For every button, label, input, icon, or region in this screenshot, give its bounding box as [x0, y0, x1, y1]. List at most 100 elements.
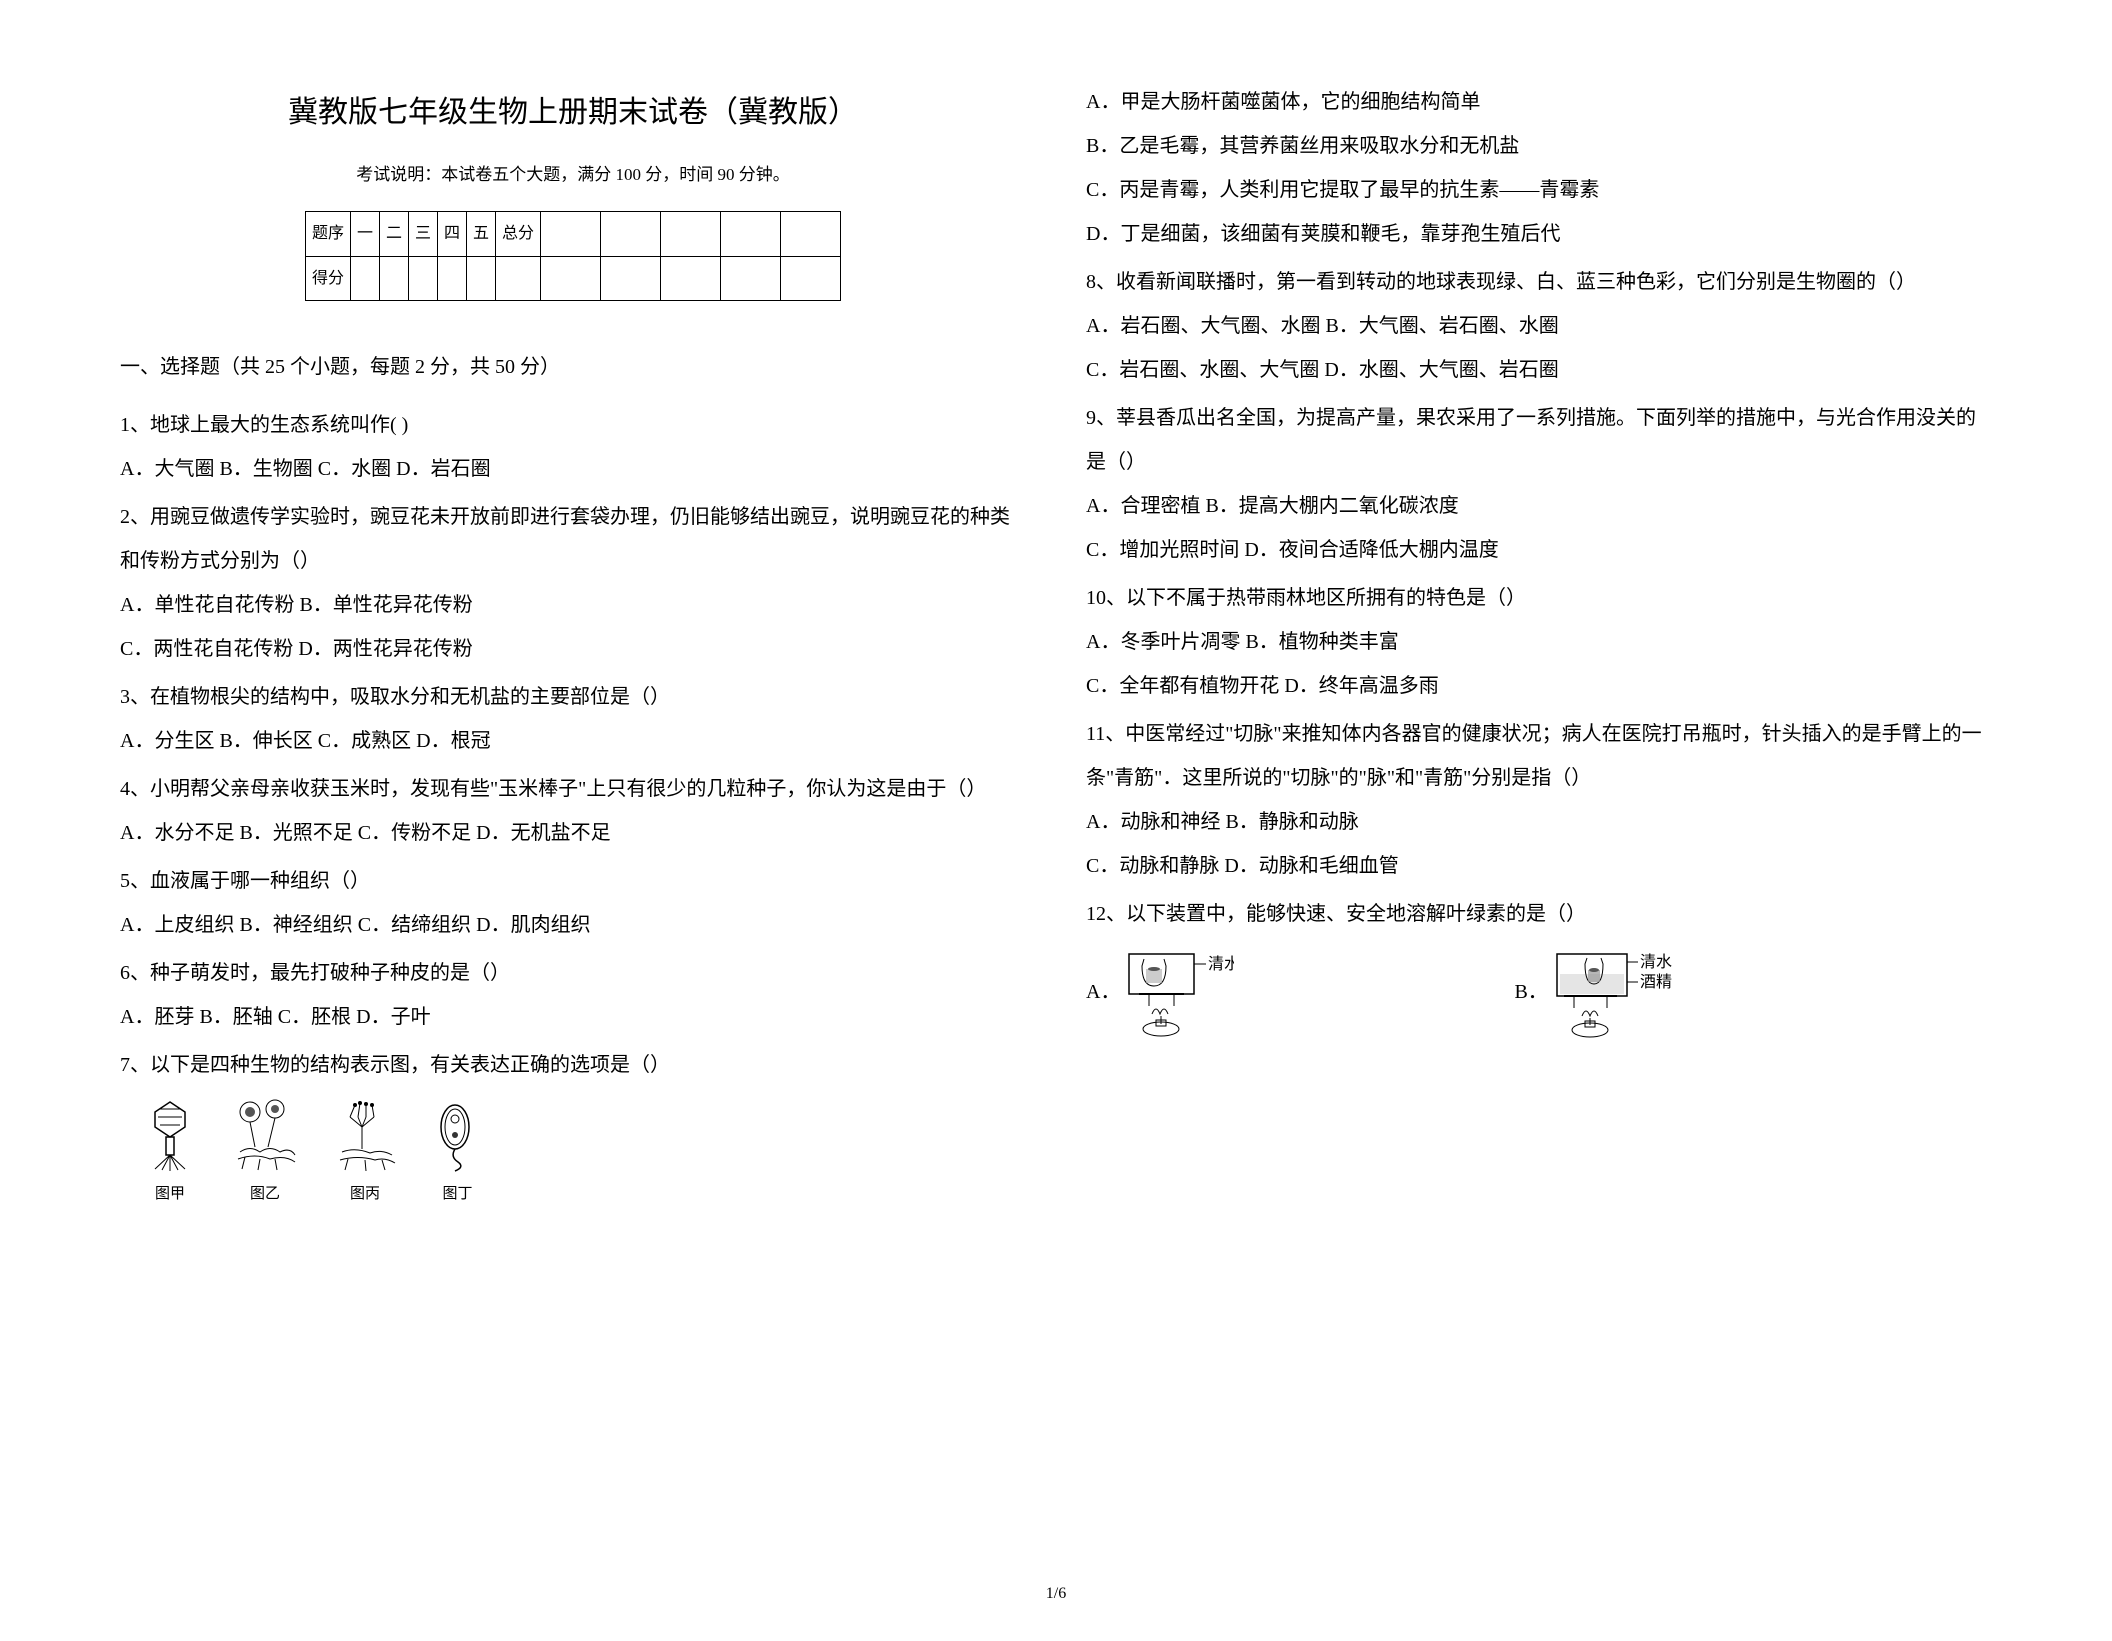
biology-figures: 图甲 图乙 — [140, 1097, 1026, 1211]
question-text: 2、用豌豆做遗传学实验时，豌豆花未开放前即进行套袋办理，仍旧能够结出豌豆，说明豌… — [120, 495, 1026, 583]
exam-title: 冀教版七年级生物上册期末试卷（冀教版） — [120, 80, 1026, 146]
q12-option-b: B． 清水 酒精 — [1514, 944, 1681, 1039]
table-row: 得分 — [305, 256, 840, 300]
question-options: C．两性花自花传粉 D．两性花异花传粉 — [120, 627, 1026, 671]
table-cell: 四 — [438, 212, 467, 256]
table-cell: 一 — [350, 212, 379, 256]
figure-label: 图丙 — [350, 1178, 380, 1211]
question-options: C．动脉和静脉 D．动脉和毛细血管 — [1086, 844, 1992, 888]
figure-label: 图乙 — [250, 1178, 280, 1211]
question-5: 5、血液属于哪一种组织（） A．上皮组织 B．神经组织 C．结缔组织 D．肌肉组… — [120, 859, 1026, 947]
table-cell-blank — [781, 212, 841, 256]
exam-subtitle: 考试说明：本试卷五个大题，满分 100 分，时间 90 分钟。 — [120, 156, 1026, 193]
question-options: A．大气圈 B．生物圈 C．水圈 D．岩石圈 — [120, 447, 1026, 491]
question-10: 10、以下不属于热带雨林地区所拥有的特色是（） A．冬季叶片凋零 B．植物种类丰… — [1086, 576, 1992, 708]
table-cell-blank — [541, 256, 601, 300]
page-number: 1/6 — [1046, 1576, 1066, 1611]
question-option: D．丁是细菌，该细菌有荚膜和鞭毛，靠芽孢生殖后代 — [1086, 212, 1992, 256]
q12-apparatus-row: A． 清水 B． — [1086, 944, 1992, 1039]
question-11: 11、中医常经过"切脉"来推知体内各器官的健康状况；病人在医院打吊瓶时，针头插入… — [1086, 712, 1992, 888]
question-options: A．动脉和神经 B．静脉和动脉 — [1086, 800, 1992, 844]
question-options: A．冬季叶片凋零 B．植物种类丰富 — [1086, 620, 1992, 664]
question-text: 11、中医常经过"切脉"来推知体内各器官的健康状况；病人在医院打吊瓶时，针头插入… — [1086, 712, 1992, 800]
question-8: 8、收看新闻联播时，第一看到转动的地球表现绿、白、蓝三种色彩，它们分别是生物圈的… — [1086, 260, 1992, 392]
question-6: 6、种子萌发时，最先打破种子种皮的是（） A．胚芽 B．胚轴 C．胚根 D．子叶 — [120, 951, 1026, 1039]
question-text: 12、以下装置中，能够快速、安全地溶解叶绿素的是（） — [1086, 892, 1992, 936]
table-cell-blank — [438, 256, 467, 300]
question-4: 4、小明帮父亲母亲收获玉米时，发现有些"玉米棒子"上只有很少的几粒种子，你认为这… — [120, 767, 1026, 855]
table-cell: 题序 — [305, 212, 350, 256]
table-cell-blank — [601, 256, 661, 300]
question-options: C．增加光照时间 D．夜间合适降低大棚内温度 — [1086, 528, 1992, 572]
apparatus-b-icon: 清水 酒精 — [1552, 944, 1682, 1039]
question-options: A．岩石圈、大气圈、水圈 B．大气圈、岩石圈、水圈 — [1086, 304, 1992, 348]
figure-ding: 图丁 — [430, 1097, 485, 1211]
question-text: 1、地球上最大的生态系统叫作( ) — [120, 403, 1026, 447]
question-options: C．岩石圈、水圈、大气圈 D．水圈、大气圈、岩石圈 — [1086, 348, 1992, 392]
question-2: 2、用豌豆做遗传学实验时，豌豆花未开放前即进行套袋办理，仍旧能够结出豌豆，说明豌… — [120, 495, 1026, 671]
question-option: A．甲是大肠杆菌噬菌体，它的细胞结构简单 — [1086, 80, 1992, 124]
question-options: A．上皮组织 B．神经组织 C．结缔组织 D．肌肉组织 — [120, 903, 1026, 947]
question-3: 3、在植物根尖的结构中，吸取水分和无机盐的主要部位是（） A．分生区 B．伸长区… — [120, 675, 1026, 763]
table-cell-blank — [661, 256, 721, 300]
figure-label: 图丁 — [442, 1178, 472, 1211]
question-options: A．胚芽 B．胚轴 C．胚根 D．子叶 — [120, 995, 1026, 1039]
question-text: 8、收看新闻联播时，第一看到转动的地球表现绿、白、蓝三种色彩，它们分别是生物圈的… — [1086, 260, 1992, 304]
question-options: A．水分不足 B．光照不足 C．传粉不足 D．无机盐不足 — [120, 811, 1026, 855]
question-option: B．乙是毛霉，其营养菌丝用来吸取水分和无机盐 — [1086, 124, 1992, 168]
question-text: 3、在植物根尖的结构中，吸取水分和无机盐的主要部位是（） — [120, 675, 1026, 719]
table-cell-blank — [467, 256, 496, 300]
question-7: 7、以下是四种生物的结构表示图，有关表达正确的选项是（） 图甲 — [120, 1043, 1026, 1221]
question-12: 12、以下装置中，能够快速、安全地溶解叶绿素的是（） A． 清水 — [1086, 892, 1992, 1039]
table-cell-blank — [408, 256, 437, 300]
question-options: A．合理密植 B．提高大棚内二氧化碳浓度 — [1086, 484, 1992, 528]
table-row: 题序 一 二 三 四 五 总分 — [305, 212, 840, 256]
bacteriophage-icon — [140, 1097, 200, 1172]
question-text: 10、以下不属于热带雨林地区所拥有的特色是（） — [1086, 576, 1992, 620]
table-cell: 五 — [467, 212, 496, 256]
question-text: 9、莘县香瓜出名全国，为提高产量，果农采用了一系列措施。下面列举的措施中，与光合… — [1086, 396, 1992, 484]
label-text: 清水 — [1208, 955, 1234, 973]
question-text: 5、血液属于哪一种组织（） — [120, 859, 1026, 903]
question-options: C．全年都有植物开花 D．终年高温多雨 — [1086, 664, 1992, 708]
table-cell-blank — [496, 256, 541, 300]
right-column: A．甲是大肠杆菌噬菌体，它的细胞结构简单 B．乙是毛霉，其营养菌丝用来吸取水分和… — [1086, 80, 1992, 1561]
question-options: A．单性花自花传粉 B．单性花异花传粉 — [120, 583, 1026, 627]
label-text: 清水 — [1640, 953, 1672, 971]
table-cell-blank — [379, 256, 408, 300]
question-text: 4、小明帮父亲母亲收获玉米时，发现有些"玉米棒子"上只有很少的几粒种子，你认为这… — [120, 767, 1026, 811]
bacterium-icon — [430, 1097, 485, 1172]
figure-jia: 图甲 — [140, 1097, 200, 1211]
option-label: B． — [1514, 970, 1547, 1014]
penicillium-icon — [330, 1097, 400, 1172]
table-cell-blank — [781, 256, 841, 300]
q12-option-a: A． 清水 — [1086, 944, 1234, 1039]
table-cell-blank — [601, 212, 661, 256]
table-cell: 三 — [408, 212, 437, 256]
section-header: 一、选择题（共 25 个小题，每题 2 分，共 50 分） — [120, 345, 1026, 389]
question-9: 9、莘县香瓜出名全国，为提高产量，果农采用了一系列措施。下面列举的措施中，与光合… — [1086, 396, 1992, 572]
question-text: 7、以下是四种生物的结构表示图，有关表达正确的选项是（） — [120, 1043, 1026, 1087]
label-text: 酒精 — [1640, 973, 1672, 991]
question-7-options: A．甲是大肠杆菌噬菌体，它的细胞结构简单 B．乙是毛霉，其营养菌丝用来吸取水分和… — [1086, 80, 1992, 256]
table-cell-blank — [350, 256, 379, 300]
table-cell: 二 — [379, 212, 408, 256]
mold-icon — [230, 1097, 300, 1172]
figure-bing: 图丙 — [330, 1097, 400, 1211]
table-cell-blank — [541, 212, 601, 256]
table-cell-blank — [721, 212, 781, 256]
table-cell-blank — [721, 256, 781, 300]
figure-yi: 图乙 — [230, 1097, 300, 1211]
question-options: A．分生区 B．伸长区 C．成熟区 D．根冠 — [120, 719, 1026, 763]
question-option: C．丙是青霉，人类利用它提取了最早的抗生素——青霉素 — [1086, 168, 1992, 212]
figure-label: 图甲 — [155, 1178, 185, 1211]
table-cell: 总分 — [496, 212, 541, 256]
table-cell: 得分 — [305, 256, 350, 300]
option-label: A． — [1086, 970, 1120, 1014]
question-text: 6、种子萌发时，最先打破种子种皮的是（） — [120, 951, 1026, 995]
score-table: 题序 一 二 三 四 五 总分 得分 — [305, 211, 841, 300]
apparatus-a-icon: 清水 — [1124, 944, 1234, 1039]
question-1: 1、地球上最大的生态系统叫作( ) A．大气圈 B．生物圈 C．水圈 D．岩石圈 — [120, 403, 1026, 491]
table-cell-blank — [661, 212, 721, 256]
left-column: 冀教版七年级生物上册期末试卷（冀教版） 考试说明：本试卷五个大题，满分 100 … — [120, 80, 1026, 1561]
